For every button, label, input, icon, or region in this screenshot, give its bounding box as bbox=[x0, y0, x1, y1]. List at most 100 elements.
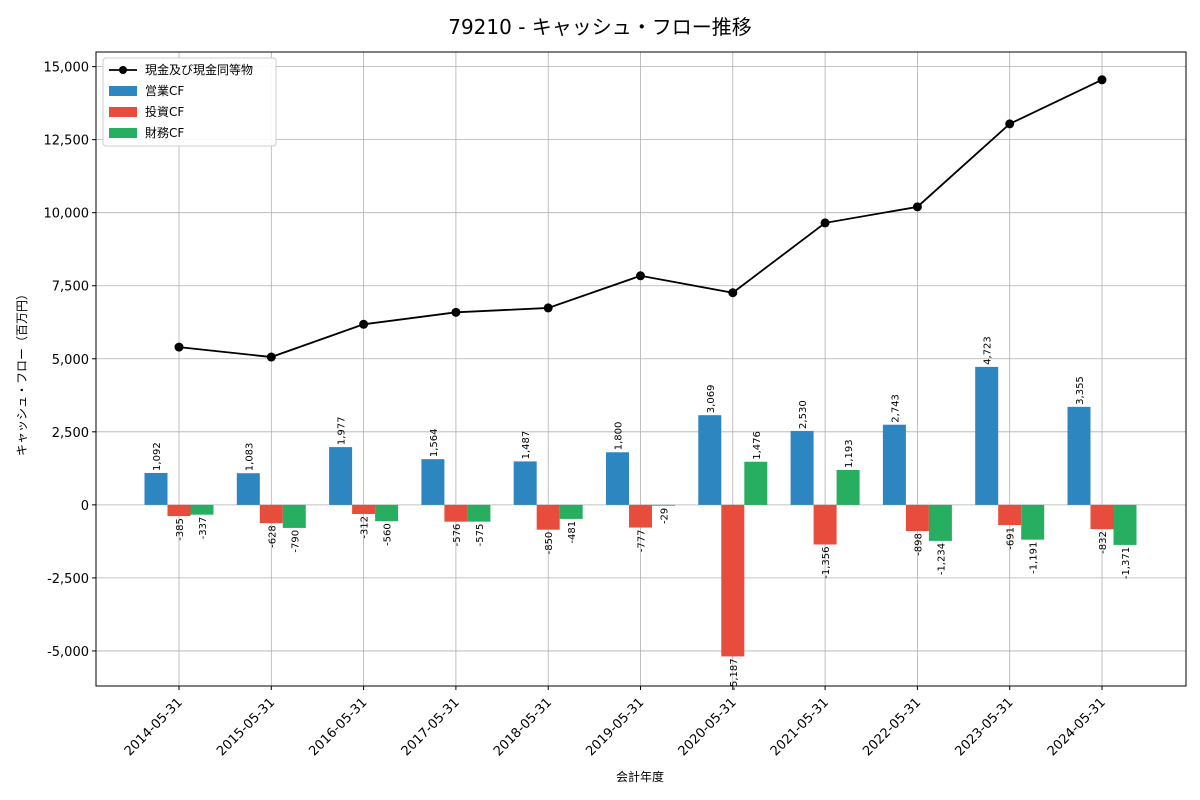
data-label: 3,355 bbox=[1075, 376, 1086, 405]
bar-投資CF bbox=[905, 504, 929, 532]
bars-layer bbox=[144, 366, 1137, 657]
data-label: -1,234 bbox=[936, 543, 947, 575]
data-label: 1,487 bbox=[521, 431, 532, 460]
x-tick-label: 2020-05-31 bbox=[676, 695, 740, 759]
cash-point bbox=[543, 303, 553, 313]
data-labels-layer: 1,092 1,083 1,977 1,564 1,487 1,800 3,069 2,530… bbox=[152, 336, 1132, 690]
y-tick-label: 10,000 bbox=[44, 207, 90, 222]
legend-box bbox=[102, 57, 277, 147]
legend-swatch bbox=[109, 86, 137, 96]
cash-point bbox=[174, 342, 184, 352]
cash-point bbox=[820, 218, 830, 228]
bar-財務CF bbox=[282, 504, 306, 528]
bar-財務CF bbox=[652, 504, 675, 506]
y-tick-label: 0 bbox=[81, 499, 89, 514]
bar-投資CF bbox=[1090, 504, 1114, 530]
bar-営業CF bbox=[975, 366, 999, 505]
bar-財務CF bbox=[467, 504, 491, 522]
bar-財務CF bbox=[375, 504, 399, 522]
y-tick-label: -2,500 bbox=[47, 572, 89, 587]
data-label: -1,371 bbox=[1121, 547, 1132, 579]
data-label: 1,476 bbox=[752, 431, 763, 460]
data-label: 1,800 bbox=[614, 422, 625, 451]
bar-財務CF bbox=[190, 504, 214, 515]
data-label: 4,723 bbox=[983, 336, 994, 365]
y-tick-label: 2,500 bbox=[52, 426, 89, 441]
x-tick-label: 2016-05-31 bbox=[306, 695, 370, 759]
data-label: -1,191 bbox=[1029, 542, 1040, 574]
bar-営業CF bbox=[236, 473, 260, 505]
y-axis-label: キャッシュ・フロー（百万円） bbox=[15, 288, 29, 456]
legend-label: 営業CF bbox=[145, 84, 184, 98]
x-axis-label: 会計年度 bbox=[616, 769, 664, 784]
bar-営業CF bbox=[606, 452, 629, 505]
cash-point bbox=[912, 202, 922, 212]
data-label: -790 bbox=[290, 530, 301, 553]
data-label: -337 bbox=[198, 517, 209, 540]
data-label: -312 bbox=[360, 516, 371, 539]
y-tick-label: 7,500 bbox=[52, 280, 89, 295]
data-label: -29 bbox=[660, 508, 671, 524]
x-tick-label: 2015-05-31 bbox=[214, 695, 278, 759]
data-label: -691 bbox=[1006, 527, 1017, 550]
data-label: 1,092 bbox=[152, 442, 163, 471]
bar-財務CF bbox=[928, 504, 952, 541]
y-axis: -5,000 -2,500 0 2,500 5,000 7,500 10,000 12,500… bbox=[44, 61, 96, 660]
x-tick-label: 2017-05-31 bbox=[399, 695, 463, 759]
bar-営業CF bbox=[882, 424, 906, 505]
bar-投資CF bbox=[259, 504, 283, 524]
data-label: -898 bbox=[913, 533, 924, 556]
data-label: 1,564 bbox=[429, 429, 440, 458]
bar-財務CF bbox=[744, 461, 768, 505]
chart-title: 79210 - キャッシュ・フロー推移 bbox=[448, 15, 752, 39]
bar-財務CF bbox=[1113, 504, 1137, 545]
x-tick-label: 2022-05-31 bbox=[860, 695, 924, 759]
x-tick-label: 2021-05-31 bbox=[768, 695, 832, 759]
x-tick-label: 2018-05-31 bbox=[491, 695, 555, 759]
cash-point bbox=[728, 288, 738, 298]
data-label: -576 bbox=[452, 524, 463, 547]
legend-swatch bbox=[109, 128, 137, 138]
data-label: -777 bbox=[637, 530, 648, 553]
data-label: -1,356 bbox=[821, 546, 832, 578]
bar-財務CF bbox=[559, 504, 583, 519]
cash-line-layer bbox=[174, 75, 1107, 362]
bar-財務CF bbox=[1021, 504, 1045, 540]
bar-営業CF bbox=[421, 459, 445, 505]
plot-frame bbox=[95, 51, 1187, 687]
bar-投資CF bbox=[813, 504, 837, 545]
bar-投資CF bbox=[536, 504, 560, 530]
bar-投資CF bbox=[167, 504, 191, 517]
data-label: -385 bbox=[175, 518, 186, 541]
legend-label: 財務CF bbox=[145, 125, 184, 140]
bar-財務CF bbox=[836, 470, 860, 505]
cash-point bbox=[1097, 75, 1107, 85]
cash-point bbox=[266, 352, 276, 362]
x-tick-label: 2019-05-31 bbox=[583, 695, 647, 759]
data-label: 1,193 bbox=[844, 439, 855, 468]
data-label: -628 bbox=[267, 525, 278, 548]
bar-投資CF bbox=[352, 504, 376, 514]
bar-投資CF bbox=[629, 504, 652, 528]
data-label: 3,069 bbox=[706, 385, 717, 414]
bar-営業CF bbox=[513, 461, 537, 505]
legend-label: 投資CF bbox=[145, 104, 184, 119]
bar-営業CF bbox=[329, 447, 353, 505]
data-label: -832 bbox=[1098, 531, 1109, 554]
bar-営業CF bbox=[144, 472, 168, 505]
y-tick-label: -5,000 bbox=[47, 645, 89, 660]
data-label: 2,743 bbox=[890, 394, 901, 423]
bar-営業CF bbox=[1067, 406, 1091, 505]
y-tick-label: 5,000 bbox=[52, 353, 89, 368]
x-axis: 2014-05-31 2015-05-31 2016-05-31 2017-05-31… bbox=[122, 686, 1109, 759]
cash-point bbox=[451, 307, 461, 317]
cash-point bbox=[636, 271, 645, 281]
data-label: 2,530 bbox=[798, 400, 809, 429]
bar-営業CF bbox=[790, 430, 814, 505]
data-label: -481 bbox=[567, 521, 578, 544]
y-tick-label: 12,500 bbox=[44, 134, 90, 149]
data-label: -560 bbox=[383, 523, 394, 546]
data-label: 1,083 bbox=[244, 443, 255, 472]
